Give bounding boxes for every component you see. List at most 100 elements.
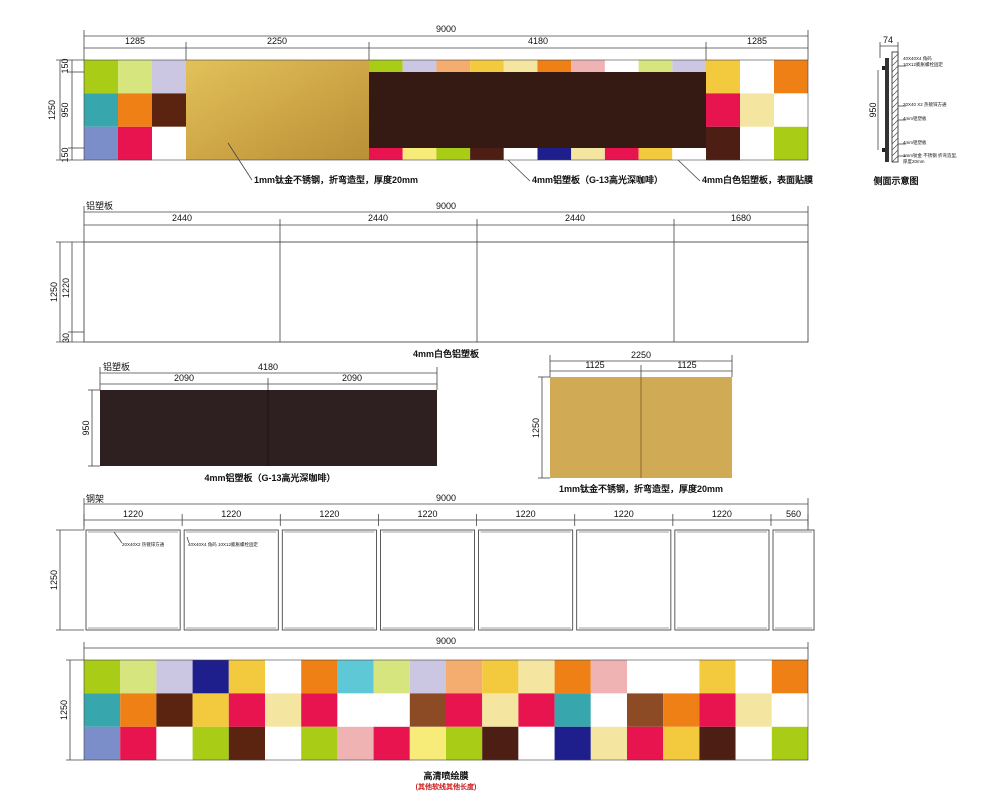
color-tile — [369, 148, 403, 160]
color-tile — [638, 148, 673, 160]
color-tile — [228, 726, 265, 761]
side-view: 74 950 40X40X4 角码 10X12膨胀螺栓固定 20X40 X2 热… — [868, 35, 957, 186]
color-tile — [84, 660, 121, 694]
elevation-subheight-dim: 150 — [60, 58, 70, 73]
color-tile — [120, 726, 157, 761]
steel-frame-cell — [183, 529, 279, 631]
color-tile — [774, 126, 808, 161]
color-tile — [373, 660, 410, 694]
side-width-dim: 74 — [883, 35, 893, 45]
hatch-line — [891, 119, 899, 127]
color-tile — [409, 693, 446, 727]
color-tile — [590, 660, 627, 694]
side-note: 10X12膨胀螺栓固定 — [903, 61, 944, 68]
elevation-subheight-dim: 150 — [60, 147, 70, 162]
color-tile — [436, 148, 471, 160]
film-caption: 高清喷绘膜 — [423, 770, 469, 781]
color-tile — [373, 693, 410, 727]
aluminum-height-dim: 1250 — [49, 282, 59, 302]
film-sub-caption: (其他软线其他长度) — [416, 782, 477, 791]
color-tile — [265, 693, 302, 727]
color-tile — [590, 726, 627, 761]
aluminum-seg-dim: 2440 — [172, 213, 192, 223]
color-tile — [482, 660, 519, 694]
brown-board-title: 铝塑板 — [103, 361, 130, 372]
gold-caption: 1mm钛金不锈钢，折弯造型，厚度20mm — [559, 483, 723, 494]
elevation-seg-dim: 1285 — [125, 36, 145, 46]
steel-frame-cell — [772, 529, 815, 631]
brown-caption: 4mm铝塑板（G-13高光深咖啡） — [204, 472, 335, 483]
hatch-line — [891, 143, 899, 151]
brown-board-layout: 铝塑板 4180 2090 2090 950 4mm铝塑板（G-13高光深咖啡） — [81, 361, 438, 483]
gold-seg-dim: 1125 — [585, 360, 604, 370]
aluminum-seg-dim: 2440 — [565, 213, 585, 223]
elevation-bottom-strip — [369, 148, 706, 160]
brown-total-dim: 4180 — [258, 362, 278, 372]
color-tile — [470, 148, 504, 160]
hatch-line — [891, 149, 899, 157]
steel-note: 40X40X4 角码 10X12膨胀螺栓固定 — [188, 541, 259, 548]
steel-height-dim: 1250 — [49, 570, 59, 590]
side-note: 厚度20mm — [903, 158, 925, 165]
steel-frame-cell — [576, 529, 672, 631]
color-tile — [503, 148, 538, 160]
color-tile — [537, 148, 572, 160]
steel-frame-cell — [85, 529, 181, 631]
color-tile — [571, 60, 605, 72]
color-tile — [706, 60, 740, 94]
color-tile — [118, 93, 152, 127]
steel-frame-cell — [478, 529, 574, 631]
color-tile — [740, 93, 774, 127]
color-tile — [663, 660, 700, 694]
steel-segment-dims: 1220 1220 1220 1220 1220 1220 1220 560 — [83, 509, 809, 526]
steel-seg-dim: 1220 — [319, 509, 339, 519]
side-note: 4mm铝塑板 — [903, 115, 927, 122]
color-tile — [156, 726, 193, 761]
color-tile — [699, 693, 736, 727]
color-tile — [373, 726, 410, 761]
elevation-total-dim: 9000 — [436, 24, 456, 34]
color-tile — [627, 660, 664, 694]
color-tile — [436, 60, 471, 72]
color-tile — [571, 148, 605, 160]
color-tile — [84, 60, 118, 94]
aluminum-seg-dim: 1680 — [731, 213, 751, 223]
color-tile — [672, 60, 706, 72]
color-tile — [84, 126, 118, 161]
steel-frames — [85, 529, 815, 631]
film-height-dim: 1250 — [59, 700, 69, 720]
color-tile — [120, 693, 157, 727]
color-tile — [152, 126, 186, 161]
color-tile — [771, 660, 808, 694]
elevation-top-strip — [369, 60, 706, 72]
aluminum-subheight-dim: 30 — [61, 333, 71, 343]
hatch-line — [891, 113, 899, 121]
elevation-subheight-dim: 950 — [60, 102, 70, 117]
color-tile — [192, 660, 229, 694]
elevation-seg-dim: 2250 — [267, 36, 287, 46]
color-tile — [518, 693, 555, 727]
color-tile — [482, 726, 519, 761]
hatch-line — [891, 83, 899, 91]
color-tile — [120, 660, 157, 694]
color-tile — [638, 60, 673, 72]
color-tile — [706, 126, 740, 161]
hatch-line — [891, 155, 899, 163]
color-tile — [265, 726, 302, 761]
wall-hatch — [891, 53, 899, 163]
color-tile — [402, 148, 437, 160]
color-tile — [118, 60, 152, 94]
steel-frame-cell — [674, 529, 770, 631]
color-tile — [337, 726, 374, 761]
hatch-line — [891, 125, 899, 133]
color-tile — [192, 693, 229, 727]
gold-height-dim: 1250 — [531, 418, 541, 438]
steel-seg-dim: 1220 — [712, 509, 732, 519]
color-tile — [627, 693, 664, 727]
hatch-line — [891, 53, 899, 61]
steel-seg-dim: 560 — [786, 509, 801, 519]
aluminum-seg-dim: 2440 — [368, 213, 388, 223]
color-tile — [228, 660, 265, 694]
steel-seg-dim: 1220 — [614, 509, 634, 519]
